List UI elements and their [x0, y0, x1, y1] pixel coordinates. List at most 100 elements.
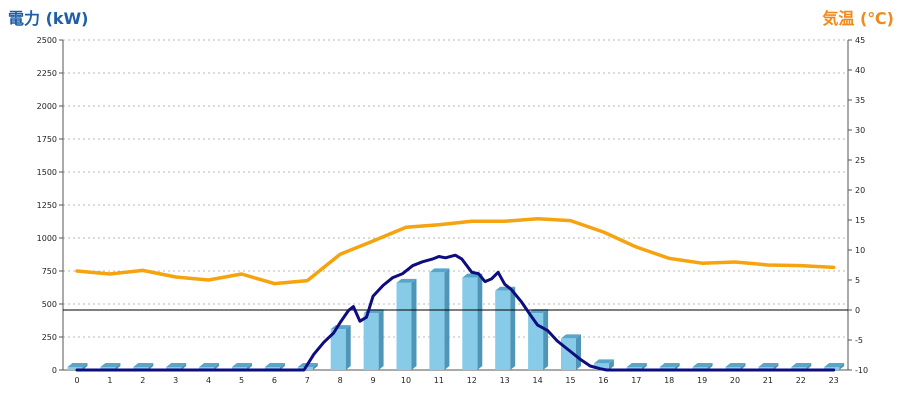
power-line [75, 253, 836, 372]
right-tick-label: 5 [855, 276, 860, 285]
right-tick-label: 30 [855, 126, 865, 135]
power-bar-top [133, 363, 154, 367]
power-bar-top [67, 363, 88, 367]
power-bar-side [839, 363, 845, 370]
right-tick-label: 10 [855, 246, 865, 255]
right-tick-label: 35 [855, 96, 865, 105]
power-bar-top [791, 363, 812, 367]
power-bar-top [396, 278, 417, 283]
power-bar-side [674, 363, 680, 370]
power-bar-side [608, 359, 614, 370]
right-tick-label: 45 [855, 36, 865, 45]
x-tick-label: 4 [206, 376, 211, 385]
power-bar-top [824, 363, 845, 367]
right-tick-label: 25 [855, 156, 865, 165]
power-bar-side [82, 363, 88, 370]
power-bar-top [232, 363, 252, 367]
power-bar-side [378, 309, 384, 370]
power-bar-side [148, 363, 154, 370]
x-tick-label: 5 [239, 376, 244, 385]
left-tick-label: 2250 [37, 69, 57, 78]
x-tick-label: 17 [631, 376, 641, 385]
right-tick-label: 15 [855, 216, 865, 225]
left-tick-label: 2500 [37, 36, 57, 45]
power-bar [396, 278, 417, 370]
right-tick-label: 0 [855, 306, 860, 315]
left-axis-title: 電力 (kW) [8, 9, 89, 28]
power-bar-side [115, 363, 121, 370]
left-tick-label: 250 [42, 333, 57, 342]
x-tick-label: 23 [829, 376, 839, 385]
power-bar [429, 268, 450, 370]
right-tick-label: 20 [855, 186, 865, 195]
power-bar-side [576, 334, 581, 370]
power-bar-front [462, 277, 478, 370]
power-bar-side [740, 363, 746, 370]
x-tick-label: 22 [796, 376, 806, 385]
x-tick-label: 14 [533, 376, 543, 385]
power-bar-top [692, 363, 713, 367]
left-tick-label: 0 [52, 366, 57, 375]
left-tick-label: 500 [42, 300, 57, 309]
power-bar [593, 359, 614, 370]
power-bar-side [707, 363, 713, 370]
power-bar-top [429, 268, 450, 273]
left-tick-label: 2000 [37, 102, 57, 111]
power-bar-side [773, 363, 779, 370]
power-bar-side [345, 325, 351, 370]
power-bar-top [725, 363, 746, 367]
power-bar-side [247, 363, 252, 370]
x-tick-label: 8 [338, 376, 343, 385]
power-bar-side [444, 268, 450, 370]
x-tick-label: 21 [763, 376, 773, 385]
x-tick-label: 19 [697, 376, 707, 385]
power-bar-top [758, 363, 779, 367]
right-axis-title: 気温 (℃) [822, 9, 894, 28]
x-tick-label: 18 [664, 376, 674, 385]
x-tick-label: 1 [107, 376, 112, 385]
power-bar-side [510, 286, 516, 370]
power-bar-top [659, 363, 680, 367]
power-bar [495, 286, 516, 370]
x-tick-label: 0 [74, 376, 79, 385]
right-tick-label: 40 [855, 66, 865, 75]
temperature-line [75, 217, 836, 286]
power-bar-side [181, 363, 187, 370]
power-bar-front [495, 290, 511, 370]
right-tick-label: -5 [855, 336, 863, 345]
power-bar-front [363, 313, 379, 370]
power-bar [462, 273, 483, 370]
power-bar-front [429, 272, 445, 370]
power-bar-side [214, 363, 220, 370]
power-bar-front [67, 367, 83, 370]
power-bar-top [593, 359, 614, 364]
power-bar-side [279, 363, 285, 370]
power-bar-side [411, 278, 417, 370]
power-bar [67, 363, 88, 370]
power-bar-front [330, 329, 346, 370]
x-tick-label: 9 [371, 376, 376, 385]
power-bar-top [626, 363, 647, 367]
x-tick-label: 20 [730, 376, 740, 385]
left-tick-label: 750 [42, 267, 57, 276]
power-bar-front [593, 363, 609, 370]
x-tick-label: 2 [140, 376, 145, 385]
power-bar-side [641, 363, 647, 370]
x-tick-label: 7 [305, 376, 310, 385]
x-tick-label: 6 [272, 376, 277, 385]
x-tick-label: 3 [173, 376, 178, 385]
left-tick-label: 1250 [37, 201, 57, 210]
x-tick-label: 12 [467, 376, 477, 385]
power-bar [330, 325, 351, 370]
power-bar-top [100, 363, 121, 367]
left-tick-label: 1000 [37, 234, 57, 243]
power-bar-side [806, 363, 812, 370]
left-tick-label: 1500 [37, 168, 57, 177]
x-tick-label: 15 [565, 376, 575, 385]
power-bar-top [166, 363, 187, 367]
x-tick-label: 16 [598, 376, 608, 385]
power-bar-top [561, 334, 581, 339]
power-bar-side [477, 273, 483, 370]
power-bar-side [543, 309, 549, 370]
